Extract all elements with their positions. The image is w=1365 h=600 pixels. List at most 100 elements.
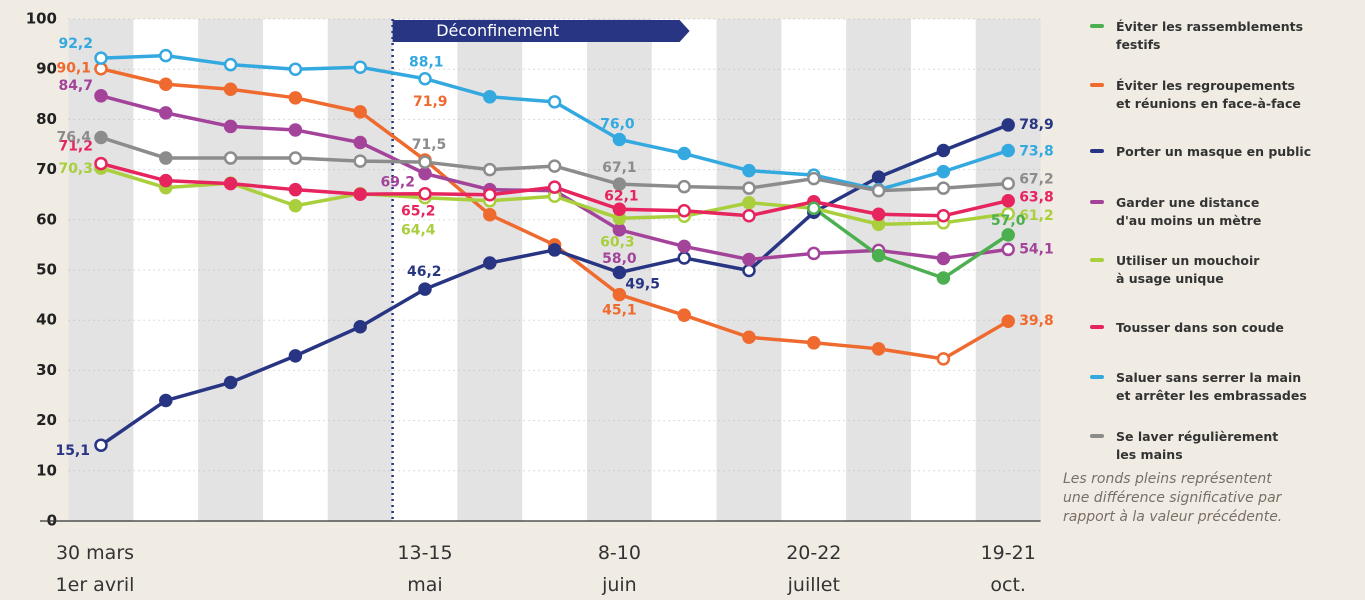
marker: [94, 51, 108, 65]
value-label: 46,2: [407, 264, 442, 280]
marker: [612, 132, 627, 147]
marker: [353, 319, 367, 334]
legend-label: Éviter les regroupements et réunions en …: [1116, 77, 1301, 111]
value-label: 67,2: [1019, 172, 1054, 188]
value-label: 84,7: [58, 78, 93, 94]
legend-label: Porter un masque en public: [1116, 144, 1312, 159]
marker: [936, 251, 951, 266]
marker: [871, 183, 886, 198]
marker: [1001, 193, 1015, 208]
deconfinement-label: Déconfinement: [436, 21, 559, 40]
y-tick-label: 80: [36, 110, 57, 128]
marker: [353, 60, 367, 74]
value-label: 67,1: [602, 160, 637, 176]
legend-swatch: [1090, 82, 1104, 87]
legend-swatch: [1090, 24, 1104, 28]
marker: [353, 135, 367, 150]
y-tick-label: 100: [26, 10, 57, 28]
value-label: 70,3: [58, 161, 93, 177]
band: [133, 19, 199, 521]
marker: [612, 177, 627, 191]
marker: [288, 349, 303, 363]
legend-label: Éviter les rassemblements festifs: [1116, 19, 1304, 52]
value-label: 76,0: [600, 116, 635, 132]
value-label: 62,1: [604, 188, 639, 204]
marker: [807, 171, 821, 186]
marker: [742, 195, 756, 210]
marker: [94, 130, 108, 145]
value-label: 69,2: [380, 175, 415, 191]
marker: [94, 156, 108, 171]
marker: [418, 71, 432, 86]
marker: [936, 143, 951, 158]
y-tick-label: 10: [36, 461, 57, 479]
legend-swatch: [1090, 149, 1104, 153]
legend-swatch: [1090, 199, 1104, 204]
marker: [223, 82, 238, 97]
legend-label: Se laver régulièrement les mains: [1116, 428, 1279, 462]
marker: [223, 176, 238, 191]
marker: [547, 180, 562, 194]
marker: [871, 170, 886, 184]
value-label: 57,0: [991, 213, 1026, 229]
marker: [742, 181, 756, 195]
marker: [159, 106, 173, 120]
marker: [807, 336, 821, 350]
band: [327, 19, 393, 521]
marker: [223, 375, 238, 390]
value-label: 90,1: [56, 61, 91, 77]
value-label: 45,1: [602, 303, 637, 319]
marker: [742, 330, 756, 345]
marker: [612, 202, 627, 217]
marker: [807, 201, 821, 216]
value-label: 65,2: [401, 204, 436, 220]
y-tick-label: 30: [36, 361, 57, 379]
series-line: [812, 206, 1010, 280]
value-label: 71,9: [413, 94, 448, 110]
marker: [353, 105, 367, 119]
marker: [871, 342, 886, 356]
marker: [418, 155, 432, 169]
marker: [353, 154, 367, 168]
marker: [547, 95, 562, 109]
y-tick-label: 70: [36, 160, 57, 178]
marker: [288, 182, 303, 197]
marker: [677, 308, 691, 322]
legend-swatch: [1090, 375, 1104, 379]
legend-label: Saluer sans serrer la main et arrêter le…: [1116, 370, 1307, 403]
marker: [871, 207, 886, 222]
marker: [1001, 143, 1015, 158]
x-tick-label: 8-10 juin: [598, 542, 641, 596]
marker: [677, 204, 691, 218]
marker: [288, 198, 303, 213]
marker: [936, 181, 951, 195]
value-label: 58,0: [602, 251, 637, 267]
marker: [418, 166, 432, 181]
marker: [94, 89, 108, 103]
y-tick-label: 60: [36, 210, 57, 228]
y-tick-label: 40: [36, 311, 57, 329]
marker: [871, 248, 886, 263]
marker: [288, 91, 303, 105]
value-label: 73,8: [1019, 144, 1054, 160]
marker: [159, 173, 173, 188]
marker: [612, 265, 627, 280]
marker: [483, 256, 497, 270]
marker: [1001, 228, 1015, 242]
marker: [742, 209, 756, 223]
marker: [936, 271, 951, 285]
y-tick-label: 20: [36, 411, 57, 429]
marker: [936, 209, 951, 223]
x-tick-label: 13-15 mai: [397, 542, 452, 596]
value-label: 60,3: [600, 234, 635, 250]
marker: [936, 164, 951, 179]
value-label: 88,1: [409, 55, 444, 71]
value-label: 61,2: [1019, 208, 1054, 224]
marker: [418, 186, 432, 201]
marker: [159, 151, 173, 165]
note: Les ronds pleins représentent une différ…: [1063, 471, 1283, 525]
marker: [807, 246, 821, 261]
marker: [677, 146, 691, 161]
x-tick-label: 30 mars 1er avril: [56, 542, 135, 596]
